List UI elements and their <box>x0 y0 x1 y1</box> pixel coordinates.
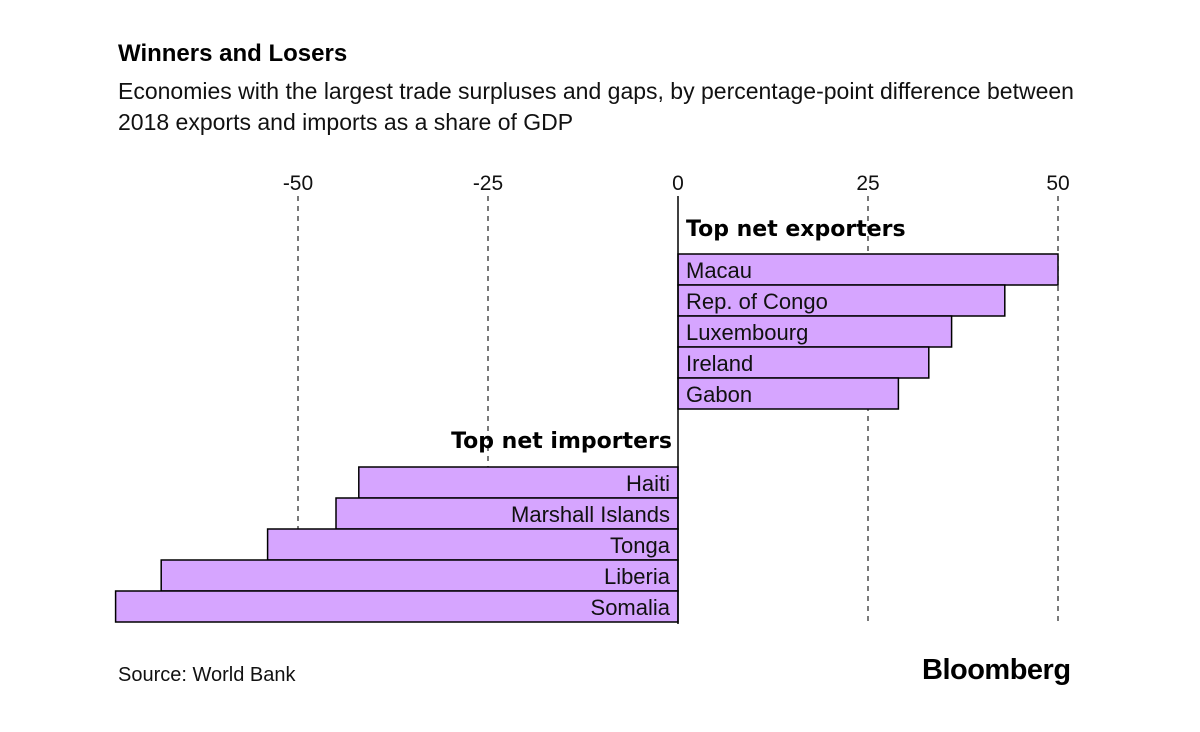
x-tick-label: -25 <box>473 172 503 195</box>
x-tick-label: 25 <box>856 172 879 195</box>
bar-label: Gabon <box>686 382 752 407</box>
bar <box>160 559 679 592</box>
chart-subtitle: Economies with the largest trade surplus… <box>118 78 1074 135</box>
bar-label: Tonga <box>610 533 671 558</box>
x-tick-label: 0 <box>672 172 684 195</box>
bloomberg-logo: Bloomberg <box>922 654 1071 686</box>
bar-label: Somalia <box>591 595 671 620</box>
group-label-exporters: Top net exporters <box>686 217 906 242</box>
bar <box>677 253 1059 286</box>
bar-label: Ireland <box>686 351 753 376</box>
bar-label: Liberia <box>604 564 671 589</box>
bar <box>114 590 679 623</box>
bar <box>335 497 679 530</box>
group-label-importers: Top net importers <box>451 429 672 454</box>
x-tick-label: 50 <box>1046 172 1069 195</box>
bar-label: Macau <box>686 258 752 283</box>
bar <box>677 377 900 410</box>
bar-label: Haiti <box>626 471 670 496</box>
chart-title: Winners and Losers <box>118 40 348 67</box>
bar-label: Luxembourg <box>686 320 808 345</box>
bar <box>358 466 679 499</box>
source-note: Source: World Bank <box>118 664 296 686</box>
x-tick-label: -50 <box>283 172 313 195</box>
bar-label: Rep. of Congo <box>686 289 828 314</box>
bar <box>266 528 679 561</box>
bar-label: Marshall Islands <box>511 502 670 527</box>
